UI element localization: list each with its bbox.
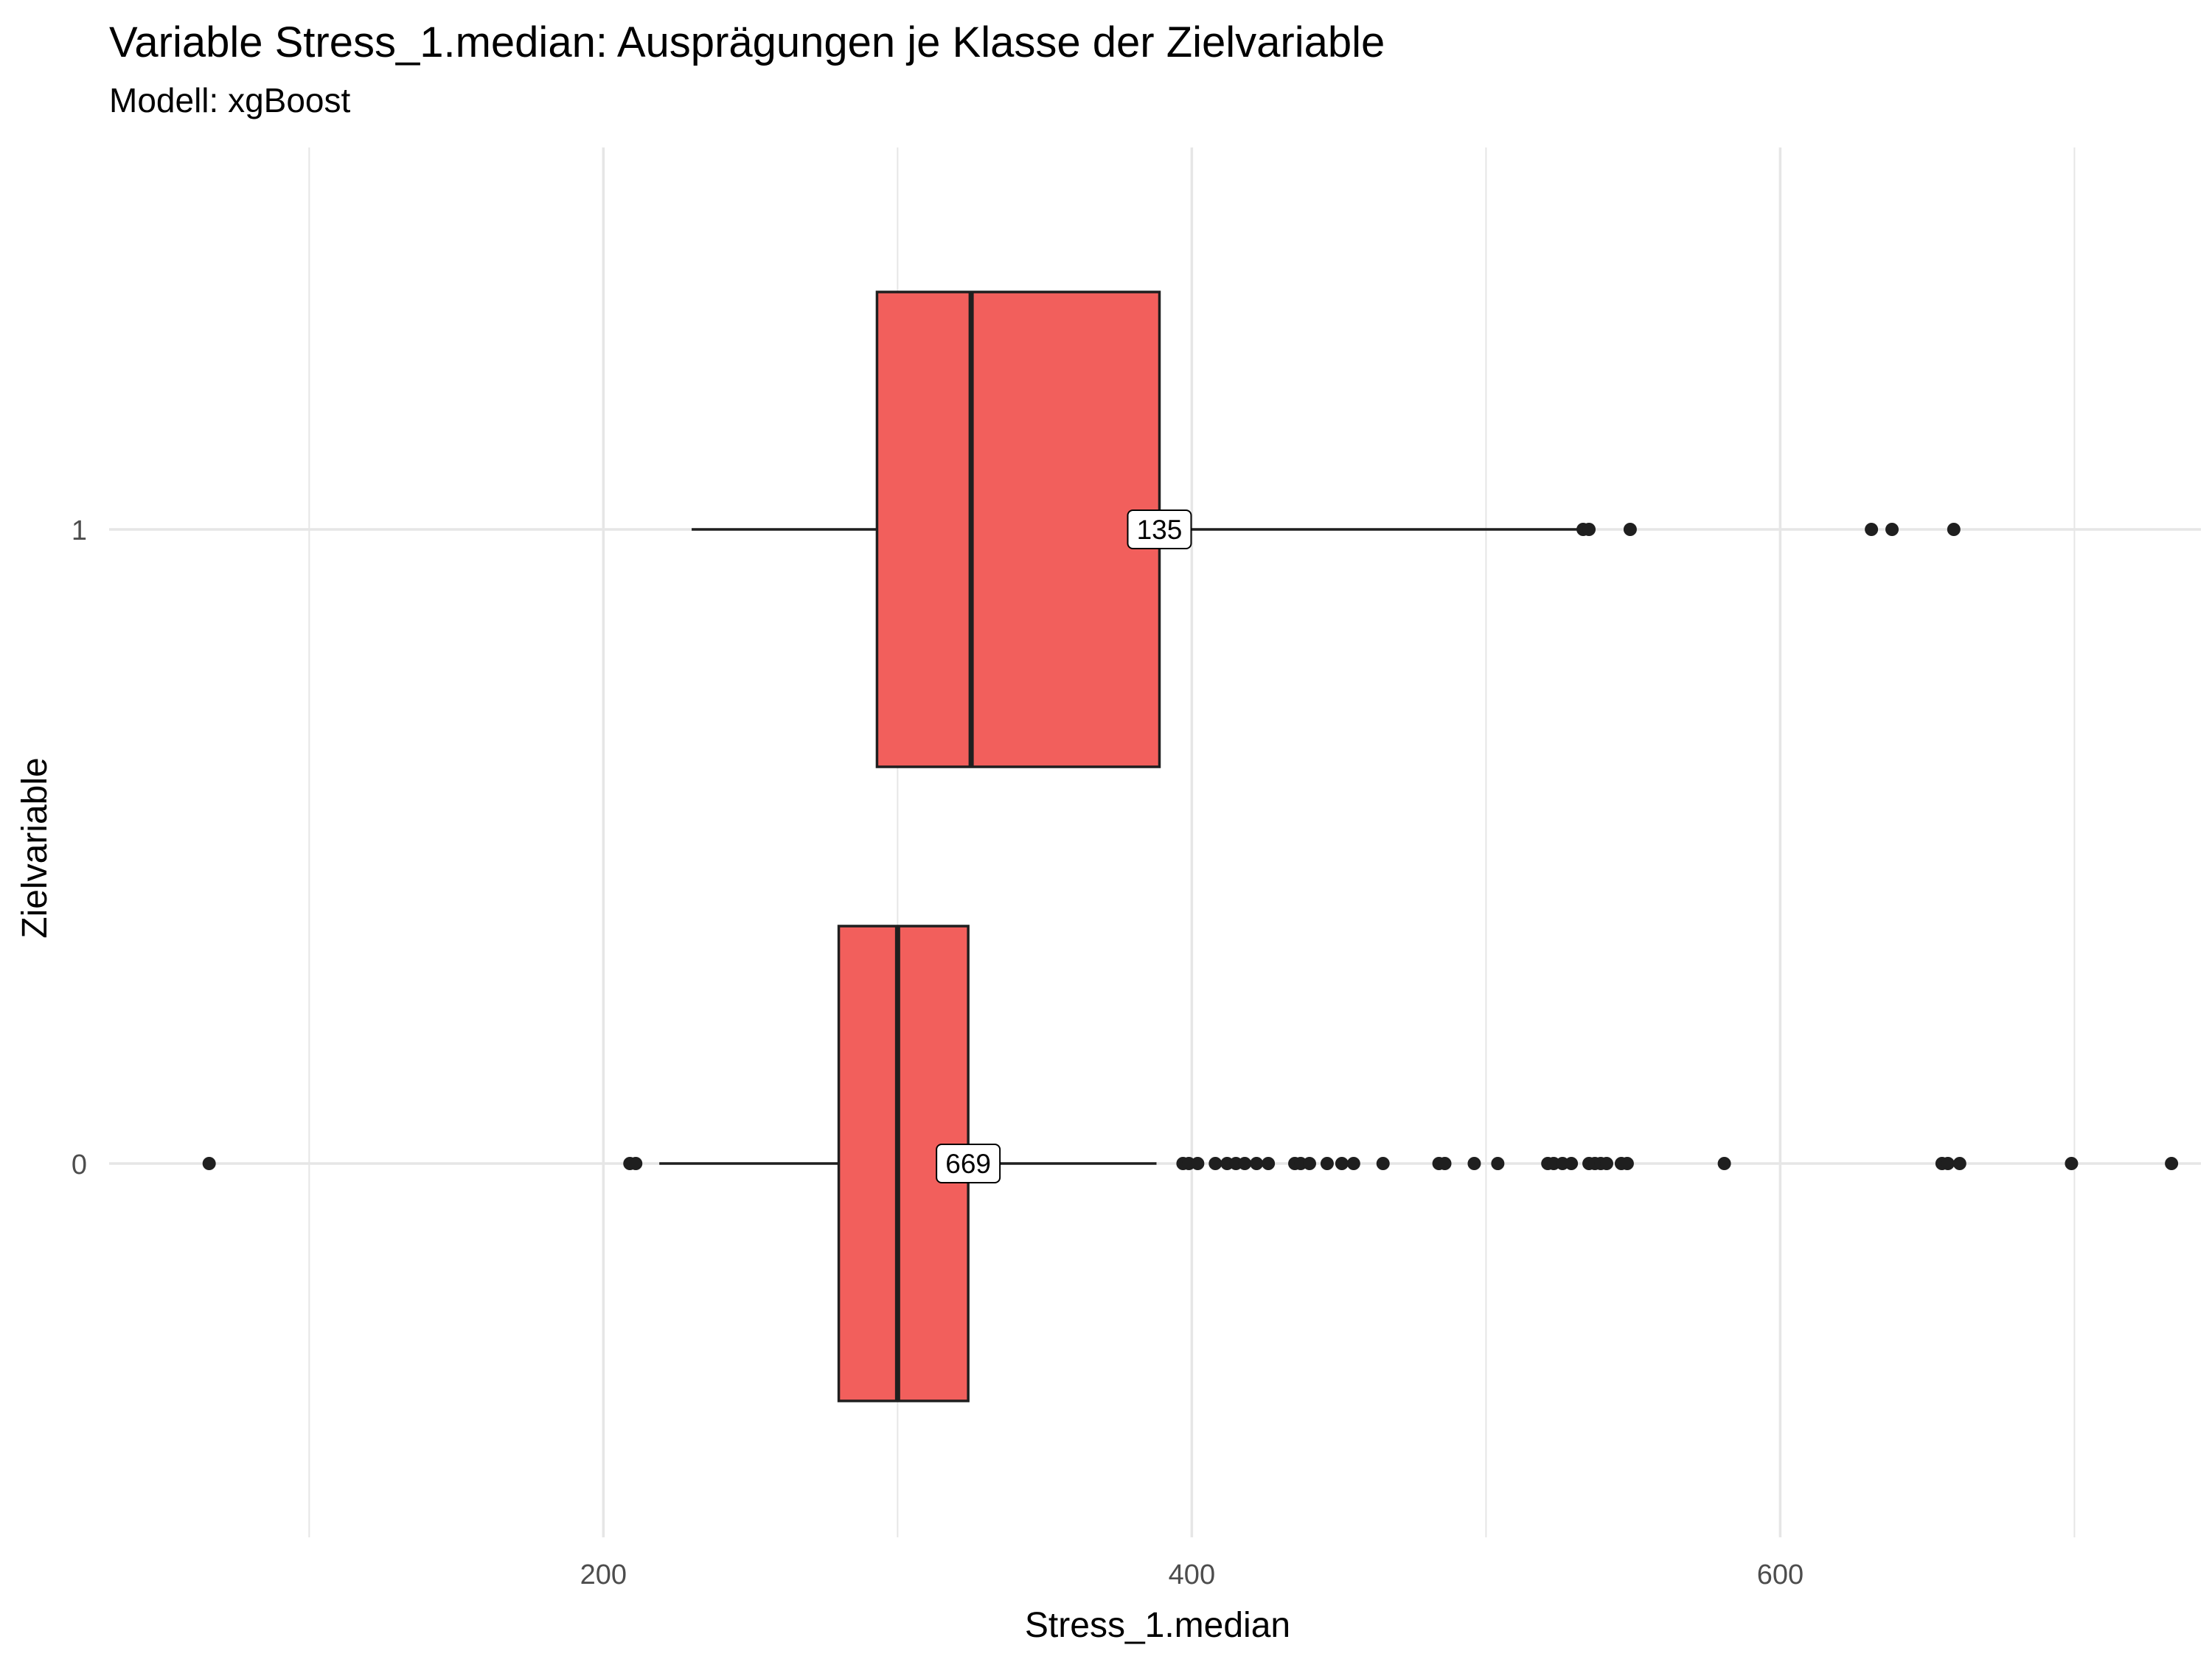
box-group-1: 135 bbox=[692, 291, 1961, 768]
outlier-point bbox=[1346, 1157, 1360, 1170]
count-label: 135 bbox=[1137, 515, 1183, 545]
outlier-point bbox=[1947, 523, 1961, 536]
outlier-point bbox=[202, 1157, 216, 1170]
outlier-point bbox=[629, 1157, 643, 1170]
outlier-point bbox=[1467, 1157, 1481, 1170]
outlier-point bbox=[1191, 1157, 1205, 1170]
count-label-box bbox=[1127, 509, 1192, 549]
chart-title: Variable Stress_1.median: Ausprägungen j… bbox=[109, 18, 1385, 66]
outlier-point bbox=[1865, 523, 1879, 536]
boxes: 669 135 bbox=[202, 291, 2179, 1402]
outlier-point bbox=[1208, 1157, 1222, 1170]
outlier-point bbox=[1623, 523, 1637, 536]
outlier-point bbox=[1599, 1157, 1613, 1170]
y-tick-label: 0 bbox=[72, 1150, 87, 1180]
outlier-point bbox=[1491, 1157, 1505, 1170]
outlier-point bbox=[1376, 1157, 1390, 1170]
x-tick-label: 600 bbox=[1757, 1559, 1804, 1590]
count-label-box bbox=[936, 1144, 1001, 1183]
outlier-point bbox=[1250, 1157, 1264, 1170]
outlier-point bbox=[1302, 1157, 1316, 1170]
outlier-point bbox=[1438, 1157, 1452, 1170]
outlier-point bbox=[1952, 1157, 1966, 1170]
x-axis-title: Stress_1.median bbox=[1025, 1606, 1290, 1645]
axis-ticks: 200 400 600 0 1 bbox=[72, 515, 1804, 1590]
y-axis-title: Zielvariable bbox=[15, 757, 55, 938]
outlier-point bbox=[1717, 1157, 1731, 1170]
x-tick-label: 400 bbox=[1169, 1559, 1215, 1590]
chart-subtitle: Modell: xgBoost bbox=[109, 81, 351, 119]
outlier-point bbox=[2165, 1157, 2179, 1170]
outlier-point bbox=[1620, 1157, 1634, 1170]
y-tick-label: 1 bbox=[72, 515, 87, 546]
outlier-point bbox=[1335, 1157, 1349, 1170]
outlier-point bbox=[1941, 1157, 1955, 1170]
count-label: 669 bbox=[945, 1149, 991, 1179]
outlier-point bbox=[1262, 1157, 1276, 1170]
outlier-point bbox=[1565, 1157, 1579, 1170]
outlier-point bbox=[1885, 523, 1899, 536]
outlier-point bbox=[1320, 1157, 1334, 1170]
x-tick-label: 200 bbox=[580, 1559, 627, 1590]
iqr-box bbox=[875, 291, 1161, 768]
box-group-0: 669 bbox=[202, 925, 2179, 1402]
outlier-point bbox=[1582, 523, 1596, 536]
outlier-point bbox=[2065, 1157, 2079, 1170]
outlier-point bbox=[1238, 1157, 1252, 1170]
